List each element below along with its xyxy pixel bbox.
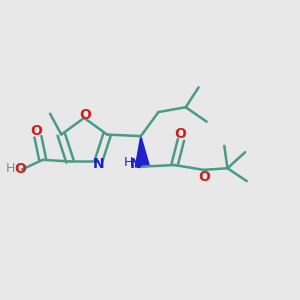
Text: H: H <box>5 162 15 175</box>
Text: O: O <box>198 170 210 184</box>
Text: N: N <box>93 157 105 171</box>
Text: O: O <box>79 108 91 122</box>
Text: O: O <box>14 163 26 176</box>
Text: H: H <box>124 156 134 169</box>
Text: N: N <box>130 157 141 171</box>
Polygon shape <box>135 136 149 167</box>
Text: O: O <box>30 124 42 138</box>
Text: O: O <box>174 127 186 141</box>
